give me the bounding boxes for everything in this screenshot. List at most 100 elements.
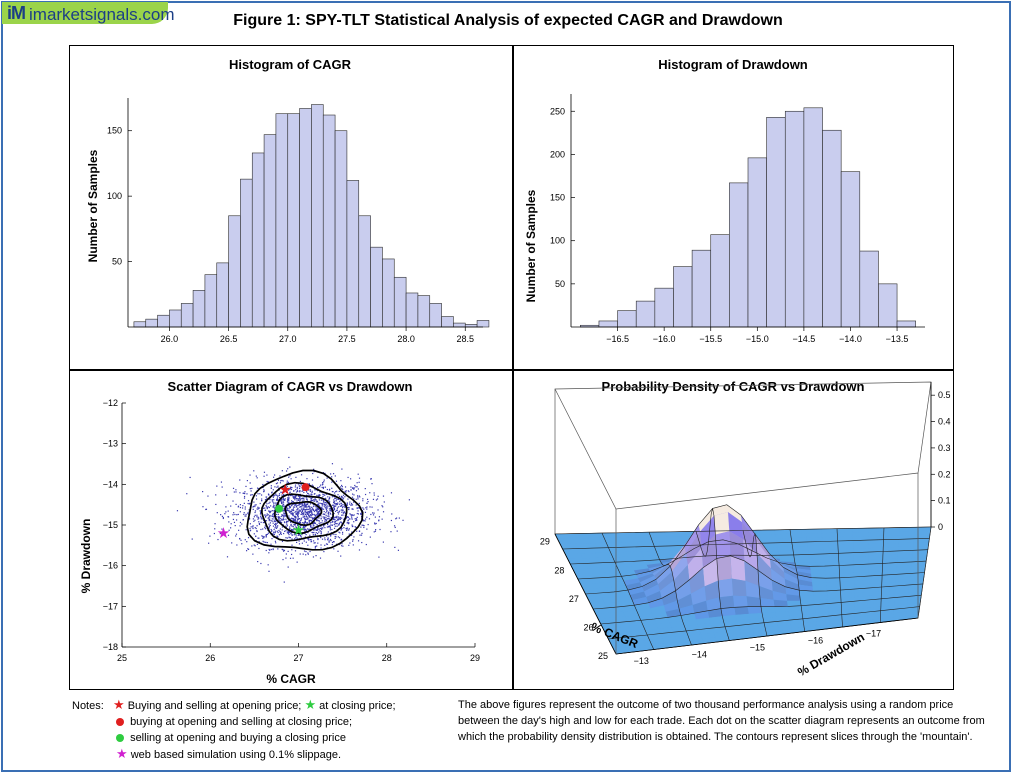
scatter-point <box>280 491 282 493</box>
scatter-point <box>302 553 304 555</box>
surface-patch <box>853 564 869 569</box>
surface-patch <box>623 641 639 648</box>
surface-patch <box>742 522 757 554</box>
y-tick-label: −16 <box>808 635 823 645</box>
surface-patch <box>759 534 776 539</box>
scatter-point <box>296 490 299 492</box>
scatter-point <box>258 517 260 519</box>
scatter-point <box>307 512 309 514</box>
scatter-point <box>299 521 302 524</box>
scatter-point <box>205 508 208 510</box>
scatter-point <box>257 516 259 518</box>
scatter-point <box>252 508 254 510</box>
scatter-point <box>320 533 322 535</box>
scatter-point <box>295 535 297 537</box>
surface-patch <box>735 613 750 621</box>
scatter-point <box>297 498 299 500</box>
scatter-point <box>215 494 217 496</box>
scatter-point <box>270 520 272 522</box>
scatter-point <box>269 549 271 551</box>
scatter-point <box>325 507 327 510</box>
scatter-point <box>290 494 292 497</box>
surface-patch <box>661 590 678 606</box>
scatter-point <box>298 521 301 524</box>
scatter-point <box>297 504 299 507</box>
scatter-point <box>358 549 361 551</box>
scatter-point <box>323 479 325 481</box>
red-dot-icon <box>116 718 124 727</box>
scatter-point <box>338 490 340 493</box>
scatter-point <box>312 485 314 487</box>
scatter-point <box>262 535 264 538</box>
scatter-point <box>305 515 307 517</box>
scatter-point <box>308 521 310 523</box>
scatter-point <box>340 521 342 523</box>
surface-patch <box>699 628 714 635</box>
scatter-point <box>307 511 309 513</box>
scatter-point <box>349 518 351 520</box>
scatter-point <box>325 512 327 514</box>
scatter-point <box>306 518 308 520</box>
scatter-point <box>300 497 302 500</box>
scatter-point <box>279 516 281 518</box>
surface-patch <box>650 605 666 614</box>
scatter-point <box>265 505 267 507</box>
scatter-point <box>293 506 296 508</box>
scatter-point <box>309 528 311 530</box>
scatter-point <box>331 476 333 478</box>
scatter-point <box>339 486 342 488</box>
scatter-point <box>273 514 275 516</box>
scatter-point <box>307 553 309 555</box>
scatter-point <box>315 489 317 491</box>
surface-patch <box>881 578 896 584</box>
scatter-point <box>314 542 316 544</box>
scatter-point <box>333 504 335 506</box>
scatter-point <box>315 508 318 510</box>
scatter-point <box>366 506 368 508</box>
scatter-point <box>328 505 330 508</box>
scatter-point <box>299 498 301 500</box>
scatter-point <box>273 507 276 509</box>
scatter-point <box>264 509 266 512</box>
scatter-point <box>394 546 396 549</box>
scatter-point <box>334 520 336 522</box>
scatter-point <box>350 478 352 480</box>
scatter-point <box>334 494 336 496</box>
notes-text: web based simulation using 0.1% slippage… <box>130 749 342 761</box>
mesh-line <box>917 526 932 619</box>
scatter-point <box>300 513 302 516</box>
scatter-point <box>277 516 279 519</box>
histogram-bar <box>878 283 898 328</box>
histogram-bar <box>299 108 312 328</box>
scatter-point <box>316 532 319 535</box>
scatter-point <box>237 505 240 507</box>
scatter-point <box>340 527 343 529</box>
scatter-point <box>325 519 328 521</box>
scatter-point <box>292 509 294 511</box>
scatter-point <box>292 512 294 514</box>
scatter-point <box>303 497 305 500</box>
scatter-point <box>286 525 289 527</box>
scatter-point <box>318 517 320 519</box>
surface-patch <box>746 596 761 607</box>
scatter-point <box>355 526 357 529</box>
scatter-point <box>364 520 366 522</box>
scatter-point <box>338 524 340 526</box>
scatter-point <box>315 555 317 557</box>
scatter-point <box>372 512 374 514</box>
surface-patch <box>650 536 668 542</box>
scatter-point <box>308 512 311 514</box>
scatter-point <box>281 479 283 482</box>
surface-patch <box>572 568 590 574</box>
scatter-point <box>263 521 265 524</box>
scatter-point <box>351 534 353 537</box>
site-logo[interactable]: iM imarketsignals.com <box>2 2 175 24</box>
x-tick-label: −13.5 <box>886 334 909 344</box>
scatter-point <box>364 488 366 490</box>
surface-patch <box>588 538 607 544</box>
scatter-point <box>305 511 307 513</box>
scatter-point <box>316 494 318 497</box>
chart-title: Histogram of Drawdown <box>658 57 808 72</box>
scatter-point <box>312 518 314 520</box>
scatter-point <box>288 476 290 478</box>
